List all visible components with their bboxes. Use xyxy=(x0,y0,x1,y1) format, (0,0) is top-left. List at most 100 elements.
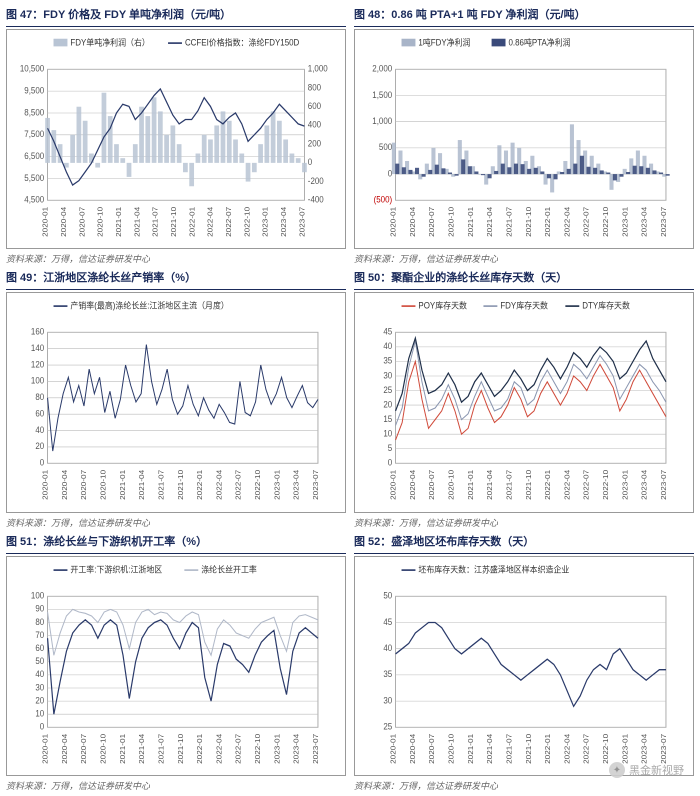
y-tick-label: 30 xyxy=(383,695,392,705)
legend: 坯布库存天数：江苏盛泽地区样本织造企业 xyxy=(402,564,570,574)
x-tick-label: 2020-01 xyxy=(389,207,398,237)
svg-text:0.86吨PTA净利润: 0.86吨PTA净利润 xyxy=(508,37,570,47)
y-tick-label: 120 xyxy=(31,359,45,369)
y-tick-label: 40 xyxy=(383,341,392,351)
y-tick-label: 400 xyxy=(308,119,322,129)
x-tick-label: 2023-04 xyxy=(292,470,301,501)
legend: 产销率(最高)涤纶长丝:江浙地区主流（月度） xyxy=(54,300,229,310)
x-tick-label: 2021-04 xyxy=(485,470,494,501)
x-tick-label: 2021-10 xyxy=(176,733,185,764)
chart-area: 0102030405060708090100开工率:下游织机:江浙地区涤纶长丝开… xyxy=(6,556,346,776)
svg-text:FDY库存天数: FDY库存天数 xyxy=(500,300,548,310)
chart-title: 图 52：盛泽地区坯布库存天数（天） xyxy=(354,531,694,554)
x-tick-label: 2020-07 xyxy=(80,734,89,764)
x-tick-label: 2020-01 xyxy=(41,470,50,500)
x-tick-label: 2022-10 xyxy=(601,206,610,237)
chart-panel-c49: 图 49：江浙地区涤纶长丝产销率（%）020406080100120140160… xyxy=(6,267,346,528)
svg-text:POY库存天数: POY库存天数 xyxy=(418,300,467,310)
x-tick-label: 2022-01 xyxy=(543,734,552,764)
y-tick-label: 90 xyxy=(35,603,44,613)
chart-title: 图 50：聚酯企业的涤纶长丝库存天数（天） xyxy=(354,267,694,290)
legend: FDY单吨净利润（右）CCFEI价格指数：涤纶FDY150D xyxy=(54,37,300,47)
x-tick-label: 2023-04 xyxy=(292,733,301,764)
x-tick-label: 2022-01 xyxy=(543,207,552,237)
x-tick-label: 2021-10 xyxy=(524,470,533,501)
x-tick-label: 2023-01 xyxy=(273,734,282,764)
x-tick-label: 2020-10 xyxy=(447,733,456,764)
legend: POY库存天数FDY库存天数DTY库存天数 xyxy=(402,300,631,310)
y-tick-label: 25 xyxy=(383,721,392,731)
x-tick-label: 2020-04 xyxy=(59,206,68,237)
y-tick-label: -400 xyxy=(308,194,324,204)
chart-source: 资料来源：万得，信达证券研发中心 xyxy=(6,251,346,265)
chart-title: 图 47：FDY 价格及 FDY 单吨净利润（元/吨） xyxy=(6,4,346,27)
y-tick-label: 50 xyxy=(383,590,392,600)
chart-panel-c48: 图 48：0.86 吨 PTA+1 吨 FDY 净利润（元/吨）(500)050… xyxy=(354,4,694,265)
svg-text:开工率:下游织机:江浙地区: 开工率:下游织机:江浙地区 xyxy=(70,564,162,574)
x-tick-label: 2022-04 xyxy=(215,470,224,501)
y-tick-label: (500) xyxy=(374,194,393,204)
y-tick-label: 40 xyxy=(35,425,44,435)
y-tick-label: 7,500 xyxy=(24,129,44,139)
x-tick-label: 2022-10 xyxy=(253,470,262,501)
y-tick-label: 50 xyxy=(35,655,44,665)
x-tick-label: 2022-04 xyxy=(206,206,215,237)
x-tick-label: 2023-04 xyxy=(640,206,649,237)
y-tick-label: 60 xyxy=(35,642,44,652)
y-tick-label: 100 xyxy=(31,376,45,386)
x-tick-label: 2021-10 xyxy=(524,206,533,237)
x-tick-label: 2021-07 xyxy=(157,470,166,500)
x-tick-label: 2020-04 xyxy=(408,206,417,237)
y-tick-label: 140 xyxy=(31,343,45,353)
y-tick-label: 15 xyxy=(383,414,392,424)
chart-panel-c50: 图 50：聚酯企业的涤纶长丝库存天数（天）051015202530354045P… xyxy=(354,267,694,528)
chart-panel-c52: 图 52：盛泽地区坯布库存天数（天）253035404550坯布库存天数：江苏盛… xyxy=(354,531,694,792)
x-tick-label: 2022-01 xyxy=(195,470,204,500)
x-tick-label: 2023-07 xyxy=(659,470,668,500)
watermark-text: 黑金新视野 xyxy=(629,762,684,778)
x-tick-label: 2021-01 xyxy=(118,470,127,500)
x-tick-label: 2022-04 xyxy=(215,733,224,764)
legend: 开工率:下游织机:江浙地区涤纶长丝开工率 xyxy=(54,564,257,574)
x-tick-label: 2021-01 xyxy=(118,734,127,764)
data-line xyxy=(396,341,666,425)
y-tick-label: 45 xyxy=(383,327,392,337)
y-tick-label: 1,000 xyxy=(372,116,392,126)
chart-source: 资料来源：万得，信达证券研发中心 xyxy=(354,251,694,265)
y-tick-label: -200 xyxy=(308,176,324,186)
x-tick-label: 2022-07 xyxy=(582,470,591,500)
x-tick-label: 2023-07 xyxy=(298,207,307,237)
y-tick-label: 10 xyxy=(383,428,392,438)
x-tick-label: 2021-01 xyxy=(466,734,475,764)
x-tick-label: 2022-01 xyxy=(543,470,552,500)
y-tick-label: 60 xyxy=(35,408,44,418)
x-tick-label: 2023-01 xyxy=(261,207,270,237)
bar-group xyxy=(392,124,666,192)
x-tick-label: 2020-07 xyxy=(78,207,87,237)
x-tick-label: 2021-01 xyxy=(114,207,123,237)
x-tick-label: 2021-04 xyxy=(137,733,146,764)
x-tick-label: 2021-10 xyxy=(524,733,533,764)
x-tick-label: 2022-04 xyxy=(563,206,572,237)
x-tick-label: 2020-10 xyxy=(96,206,105,237)
y-tick-label: 9,500 xyxy=(24,85,44,95)
y-tick-label: 80 xyxy=(35,392,44,402)
y-tick-label: 10,500 xyxy=(20,63,45,73)
svg-text:坯布库存天数：江苏盛泽地区样本织造企业: 坯布库存天数：江苏盛泽地区样本织造企业 xyxy=(418,564,569,574)
x-tick-label: 2020-01 xyxy=(389,734,398,764)
x-tick-label: 2021-07 xyxy=(505,734,514,764)
wechat-icon: ✦ xyxy=(609,762,625,778)
x-tick-label: 2020-01 xyxy=(41,207,50,237)
x-tick-label: 2021-01 xyxy=(466,207,475,237)
y-tick-label: 4,500 xyxy=(24,194,44,204)
x-tick-label: 2021-07 xyxy=(157,734,166,764)
x-tick-label: 2020-04 xyxy=(60,733,69,764)
chart-area: 4,5005,5006,5007,5008,5009,50010,500-400… xyxy=(6,29,346,249)
chart-title: 图 49：江浙地区涤纶长丝产销率（%） xyxy=(6,267,346,290)
chart-area: 051015202530354045POY库存天数FDY库存天数DTY库存天数2… xyxy=(354,292,694,512)
y-tick-label: 0 xyxy=(388,458,393,468)
y-tick-label: 800 xyxy=(308,82,322,92)
y-tick-label: 10 xyxy=(35,708,44,718)
y-tick-label: 30 xyxy=(35,682,44,692)
y-tick-label: 40 xyxy=(35,669,44,679)
